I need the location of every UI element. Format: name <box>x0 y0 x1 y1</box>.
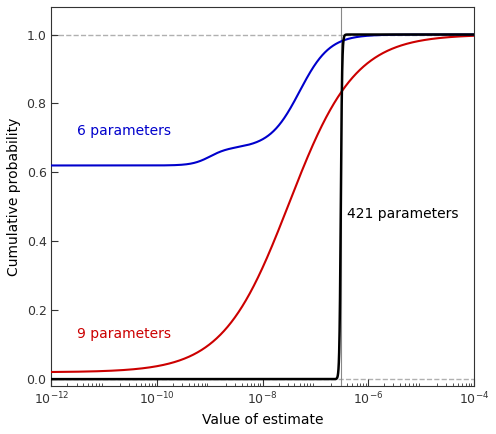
Text: 6 parameters: 6 parameters <box>76 124 171 138</box>
Y-axis label: Cumulative probability: Cumulative probability <box>7 117 21 276</box>
Text: 9 parameters: 9 parameters <box>76 327 171 342</box>
X-axis label: Value of estimate: Value of estimate <box>202 413 323 427</box>
Text: 421 parameters: 421 parameters <box>347 207 459 221</box>
